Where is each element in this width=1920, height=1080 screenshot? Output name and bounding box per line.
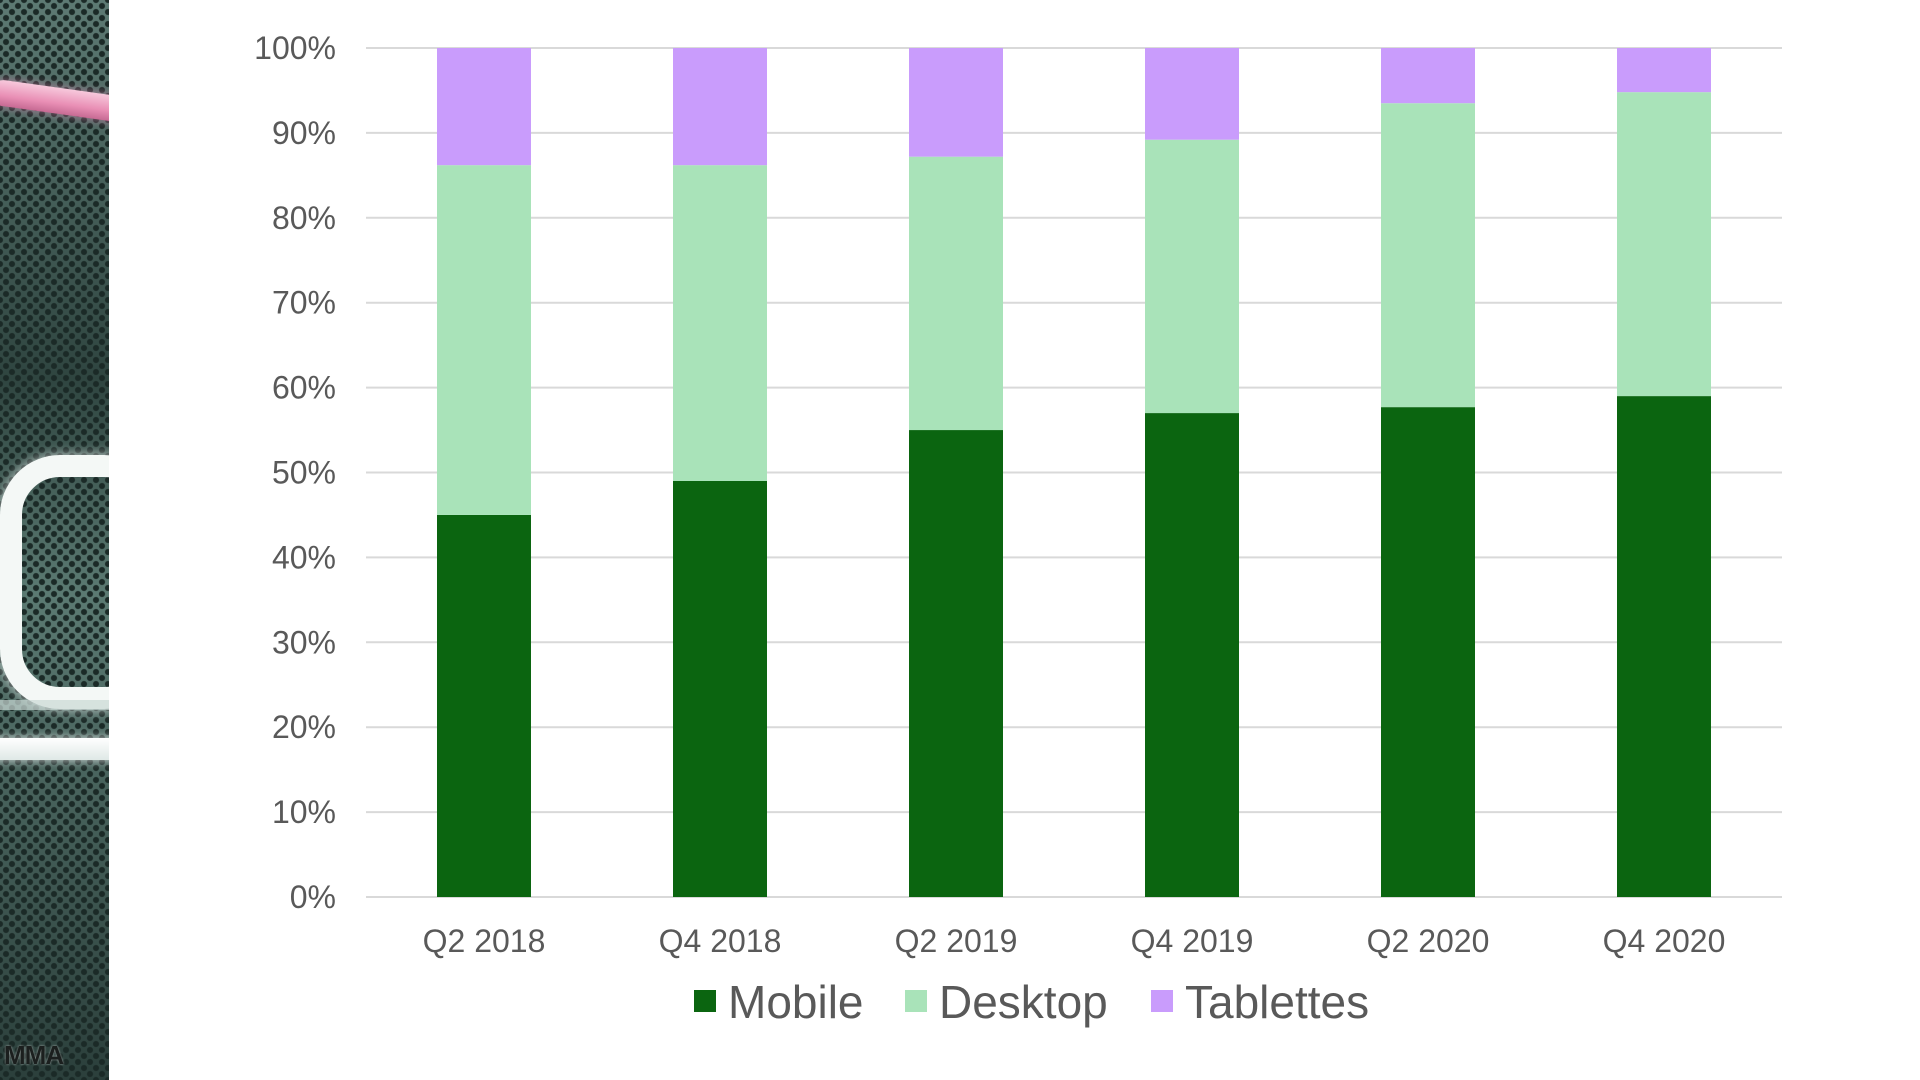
bars <box>437 48 1711 897</box>
x-tick-label: Q2 2018 <box>423 923 546 959</box>
y-tick-label: 0% <box>290 879 336 915</box>
y-tick-label: 60% <box>272 370 336 406</box>
legend-label-mobile: Mobile <box>728 976 864 1028</box>
y-tick-label: 20% <box>272 709 336 745</box>
bar-segment-tablettes <box>1381 48 1475 104</box>
white-neon-bar <box>0 738 109 760</box>
bar-segment-tablettes <box>1617 48 1711 93</box>
legend-label-desktop: Desktop <box>939 976 1108 1028</box>
legend-swatch-desktop <box>905 990 927 1012</box>
legend-item-mobile: Mobile <box>694 976 864 1028</box>
bar-segment-tablettes <box>1145 48 1239 140</box>
mma-logo: MMA <box>4 1040 64 1070</box>
y-tick-label: 10% <box>272 794 336 830</box>
legend-swatch-mobile <box>694 990 716 1012</box>
x-tick-label: Q4 2019 <box>1131 923 1254 959</box>
x-tick-label: Q2 2020 <box>1367 923 1490 959</box>
bar-segment-tablettes <box>673 48 767 166</box>
decorative-photo-strip: MMA <box>0 0 109 1080</box>
y-tick-label: 100% <box>254 30 336 66</box>
bar-segment-mobile <box>673 480 767 897</box>
bar-segment-mobile <box>437 514 531 897</box>
bar-segment-mobile <box>1617 396 1711 897</box>
y-axis-tick-labels: 0% 10% 20% 30% 40% 50% 60% 70% 80% 90% 100% <box>254 30 336 915</box>
legend-label-tablettes: Tablettes <box>1185 976 1369 1028</box>
legend-swatch-tablettes <box>1151 990 1173 1012</box>
bar-segment-tablettes <box>909 48 1003 157</box>
y-tick-label: 40% <box>272 539 336 575</box>
legend-item-tablettes: Tablettes <box>1151 976 1369 1028</box>
bar-segment-desktop <box>1381 103 1475 408</box>
bar-segment-mobile <box>1145 413 1239 897</box>
bar-segment-mobile <box>909 430 1003 897</box>
x-tick-label: Q4 2018 <box>659 923 782 959</box>
white-neon-shadow <box>0 700 109 710</box>
legend: Mobile Desktop Tablettes <box>694 976 1369 1028</box>
legend-item-desktop: Desktop <box>905 976 1108 1028</box>
gridlines <box>366 47 1782 898</box>
y-tick-label: 30% <box>272 624 336 660</box>
x-tick-label: Q4 2020 <box>1603 923 1726 959</box>
bar-segment-desktop <box>1145 139 1239 414</box>
x-tick-label: Q2 2019 <box>895 923 1018 959</box>
bar-segment-desktop <box>437 165 531 515</box>
y-tick-label: 90% <box>272 115 336 151</box>
bar-segment-desktop <box>673 165 767 481</box>
x-axis-tick-labels: Q2 2018 Q4 2018 Q2 2019 Q4 2019 Q2 2020 Q4 20… <box>423 923 1726 959</box>
y-tick-label: 50% <box>272 455 336 491</box>
y-tick-label: 80% <box>272 200 336 236</box>
bar-segment-tablettes <box>437 48 531 166</box>
bar-segment-desktop <box>1617 92 1711 397</box>
bar-segment-desktop <box>909 156 1003 431</box>
y-tick-label: 70% <box>272 285 336 321</box>
bar-segment-mobile <box>1381 407 1475 897</box>
